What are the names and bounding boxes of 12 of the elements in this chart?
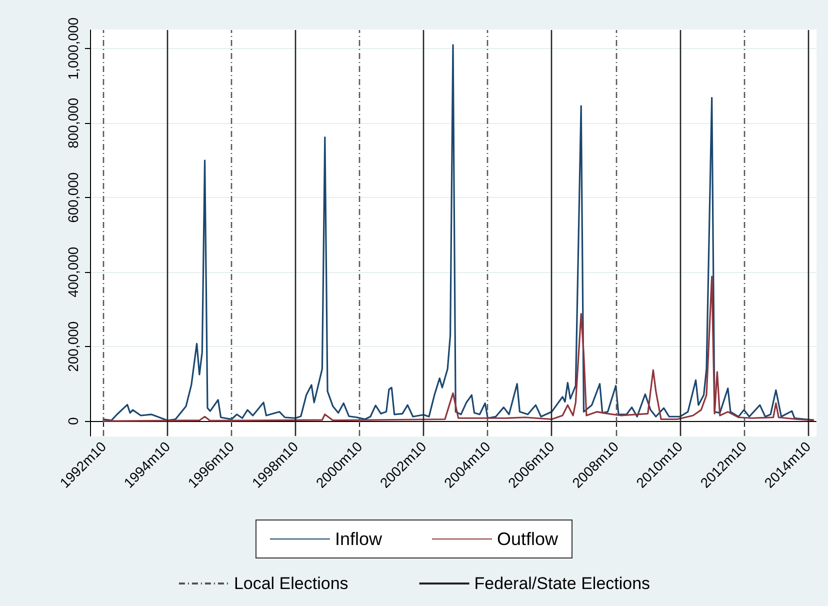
y-tick-label: 400,000 xyxy=(65,246,81,298)
y-tick-label: 200,000 xyxy=(65,321,81,372)
legend-label: Local Elections xyxy=(234,574,348,593)
legend-label: Inflow xyxy=(334,529,383,549)
y-tick-label: 800,000 xyxy=(65,98,81,148)
line-series xyxy=(102,44,814,422)
y-tick-label: 0 xyxy=(65,417,81,425)
line-series xyxy=(102,276,814,422)
y-tick-label: 1,000,000 xyxy=(65,17,81,80)
y-tick-label: 600,000 xyxy=(65,172,81,223)
legend-label: Federal/State Elections xyxy=(474,574,650,593)
legend-label: Outflow xyxy=(497,529,560,549)
